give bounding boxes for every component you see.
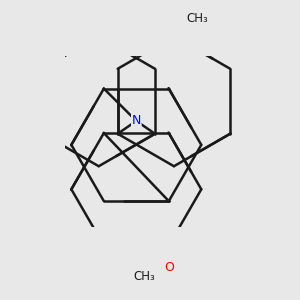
Text: N: N [132,114,141,128]
Text: O: O [164,261,174,274]
Text: CH₃: CH₃ [134,270,155,284]
Text: CH₃: CH₃ [187,12,208,25]
